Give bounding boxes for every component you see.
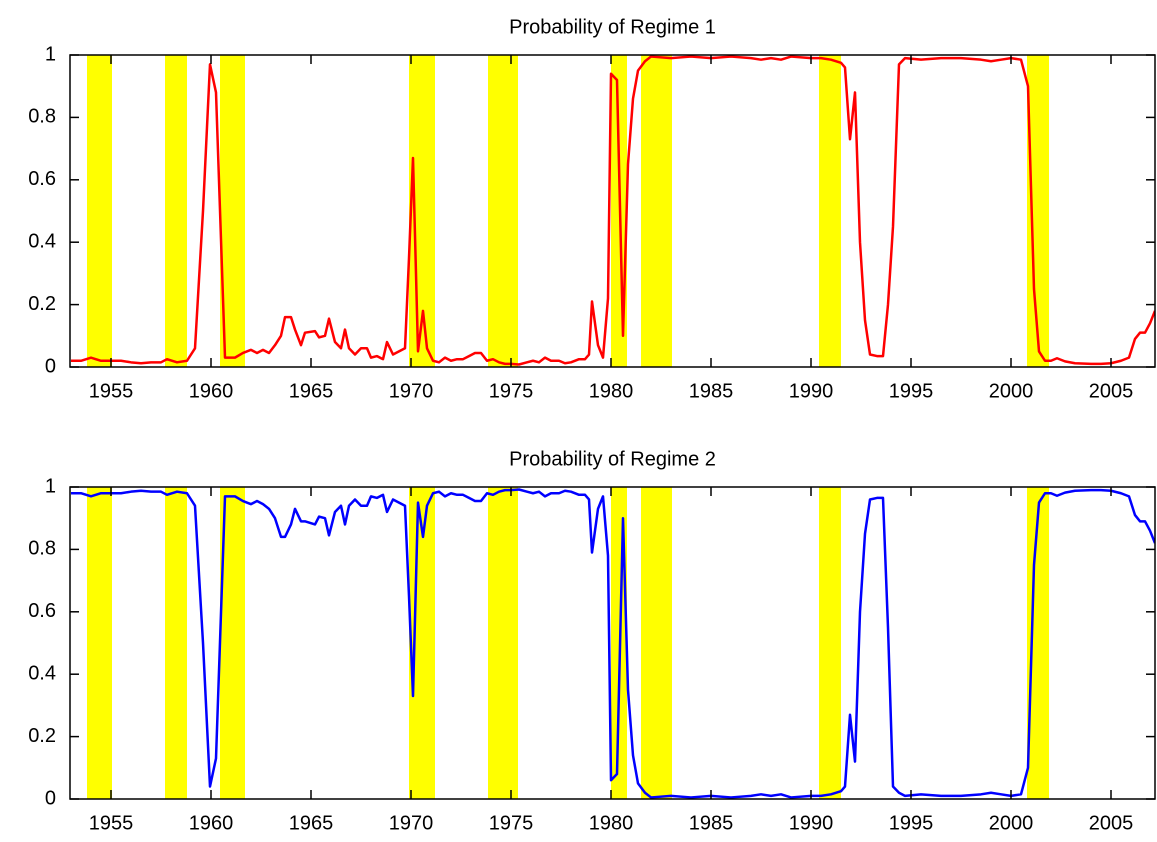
x-tick-label: 1990 [789, 380, 834, 402]
x-tick-label: 1975 [489, 812, 534, 834]
shaded-band [165, 55, 187, 367]
plot-area [71, 55, 1155, 367]
y-tick-label: 0.4 [28, 662, 56, 684]
x-tick-label: 1965 [289, 812, 334, 834]
x-tick-label: 1995 [889, 812, 934, 834]
y-tick-label: 0.6 [28, 168, 56, 190]
y-tick-label: 0 [45, 787, 56, 809]
y-tick-label: 0 [45, 355, 56, 377]
chart-title: Probability of Regime 2 [509, 448, 716, 470]
y-tick-label: 0.4 [28, 230, 56, 252]
plot-frame [69, 54, 1156, 368]
x-tick-label: 1955 [89, 812, 134, 834]
y-tick-label: 0.8 [28, 538, 56, 560]
x-tick-label: 2000 [989, 380, 1034, 402]
x-tick-label: 1960 [189, 380, 234, 402]
shaded-band [165, 487, 187, 799]
x-tick-label: 1990 [789, 812, 834, 834]
shaded-band [1027, 487, 1049, 799]
shaded-band [641, 55, 672, 367]
subplot: Probability of Regime 1 0 0.2 0.4 0.6 0.8 1 195… [28, 16, 1156, 402]
shaded-band [87, 487, 112, 799]
x-tick-label: 2005 [1089, 380, 1134, 402]
x-tick-label: 1980 [589, 380, 634, 402]
shaded-band [1027, 55, 1049, 367]
data-line [71, 488, 1155, 799]
x-tick-label: 1955 [89, 380, 134, 402]
y-tick-label: 0.2 [28, 293, 56, 315]
y-tick-label: 0.2 [28, 725, 56, 747]
x-tick-label: 1960 [189, 812, 234, 834]
y-tick-label: 1 [45, 43, 56, 65]
shaded-band [641, 487, 672, 799]
x-tick-label: 2005 [1089, 812, 1134, 834]
shaded-band [819, 487, 841, 799]
x-tick-label: 2000 [989, 812, 1034, 834]
y-tick-label: 1 [45, 475, 56, 497]
chart-title: Probability of Regime 1 [509, 16, 716, 38]
x-tick-label: 1975 [489, 380, 534, 402]
y-tick-label: 0.6 [28, 600, 56, 622]
plot-frame [69, 486, 1156, 800]
y-tick-label: 0.8 [28, 106, 56, 128]
x-tick-label: 1980 [589, 812, 634, 834]
x-tick-label: 1985 [689, 380, 734, 402]
plot-area [71, 487, 1155, 799]
shaded-band [488, 487, 518, 799]
x-tick-label: 1970 [389, 380, 434, 402]
data-line [71, 55, 1155, 366]
x-tick-label: 1995 [889, 380, 934, 402]
subplot: Probability of Regime 2 0 0.2 0.4 0.6 0.8 1 195… [28, 448, 1156, 834]
x-tick-label: 1985 [689, 812, 734, 834]
x-tick-label: 1970 [389, 812, 434, 834]
shaded-band [87, 55, 112, 367]
x-tick-label: 1965 [289, 380, 334, 402]
shaded-band [819, 55, 841, 367]
shaded-band [488, 55, 518, 367]
